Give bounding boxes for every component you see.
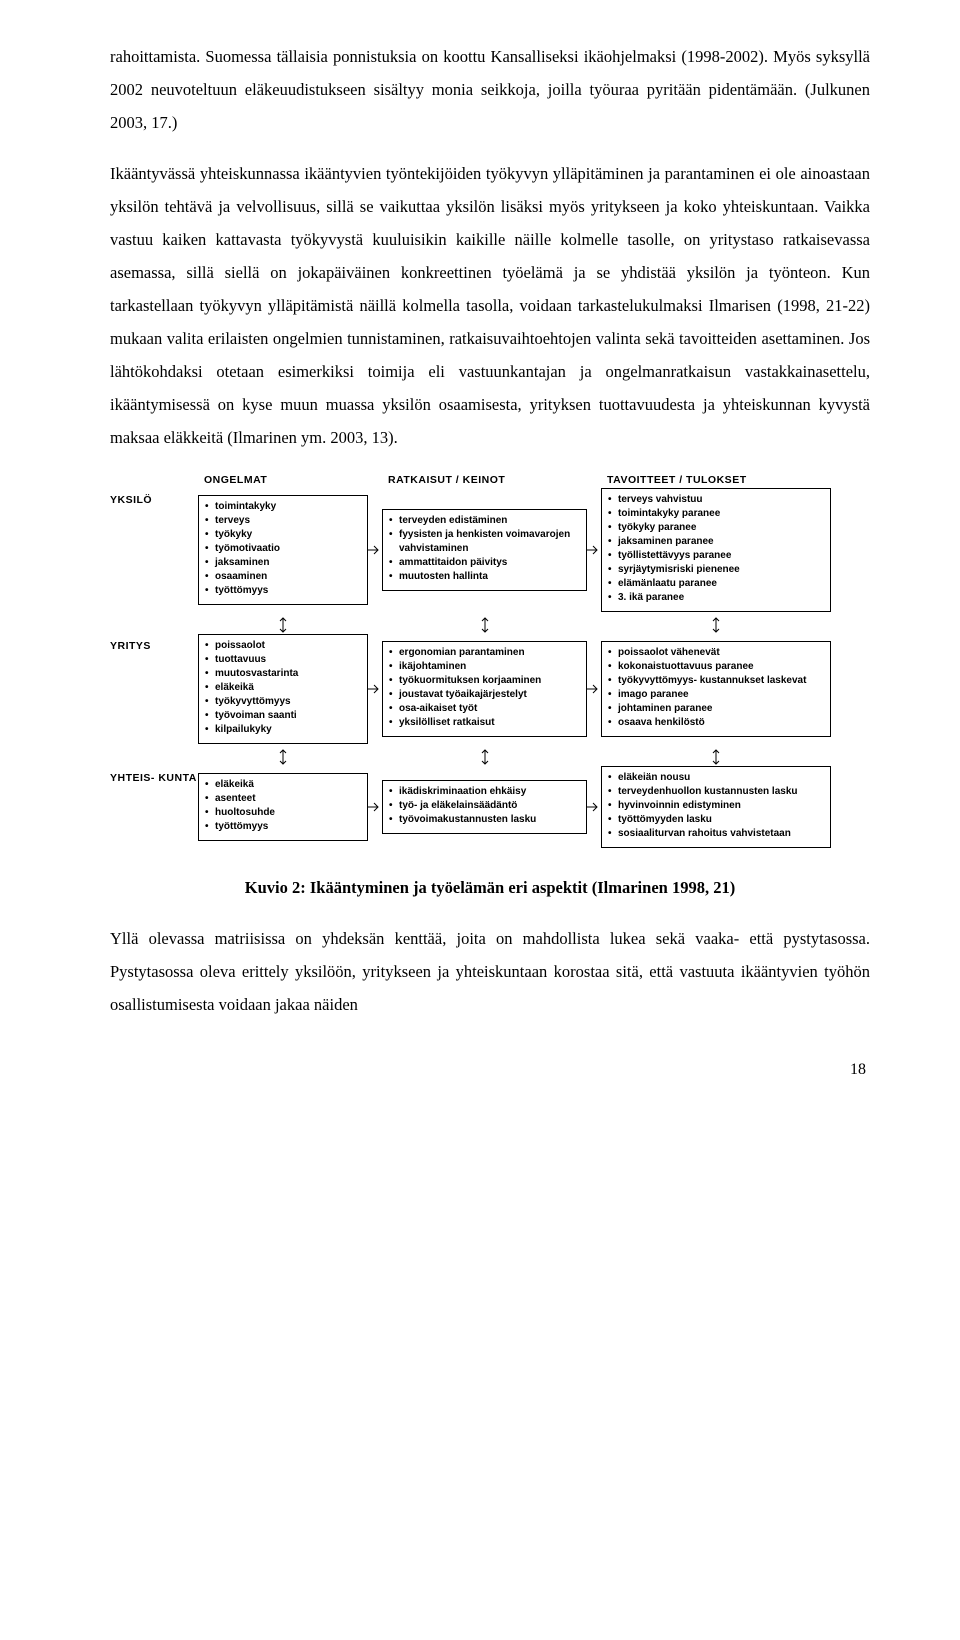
- arrow-right-icon: [587, 679, 601, 699]
- list-item: elämänlaatu paranee: [608, 577, 824, 591]
- vertical-connectors-1: [110, 616, 870, 634]
- arrow-right-icon: [587, 540, 601, 560]
- list-item: yksilölliset ratkaisut: [389, 716, 580, 730]
- page-number: 18: [110, 1061, 870, 1079]
- cell-yritys-ongelmat: poissaolottuottavuusmuutosvastarintaeläk…: [198, 634, 368, 744]
- paragraph-1: rahoittamista. Suomessa tällaisia ponnis…: [110, 40, 870, 139]
- list-item: toimintakyky paranee: [608, 507, 824, 521]
- arrow-right-icon: [587, 797, 601, 817]
- figure-caption: Kuvio 2: Ikääntyminen ja työelämän eri a…: [110, 878, 870, 898]
- matrix-row-yksilo: YKSILÖ toimintakykyterveystyökykytyömoti…: [110, 488, 870, 612]
- list-item: työttömyys: [205, 820, 361, 834]
- list-item: ergonomian parantaminen: [389, 646, 580, 660]
- list-item: sosiaaliturvan rahoitus vahvistetaan: [608, 827, 824, 841]
- cell-yhteiskunta-ratkaisut: ikädiskriminaation ehkäisytyö- ja eläkel…: [382, 780, 587, 834]
- list-item: työkyvyttömyys: [205, 695, 361, 709]
- list-item: terveys: [205, 514, 361, 528]
- list-item: osaava henkilöstö: [608, 716, 824, 730]
- list-item: joustavat työaikajärjestelyt: [389, 688, 580, 702]
- arrow-right-icon: [368, 679, 382, 699]
- cell-yhteiskunta-ongelmat: eläkeikäasenteethuoltosuhdetyöttömyys: [198, 773, 368, 841]
- list-item: kokonaistuottavuus paranee: [608, 660, 824, 674]
- list-item: työllistettävyys paranee: [608, 549, 824, 563]
- row-label-yritys: YRITYS: [110, 634, 198, 652]
- row-label-yhteiskunta: YHTEIS- KUNTA: [110, 766, 198, 784]
- header-ongelmat: ONGELMAT: [198, 474, 368, 486]
- list-item: syrjäytymisriski pienenee: [608, 563, 824, 577]
- vertical-connectors-2: [110, 748, 870, 766]
- list-item: kilpailukyky: [205, 723, 361, 737]
- list-item: poissaolot vähenevät: [608, 646, 824, 660]
- cell-yksilo-tavoitteet: terveys vahvistuutoimintakyky paraneetyö…: [601, 488, 831, 612]
- list-item: ikäjohtaminen: [389, 660, 580, 674]
- cell-yritys-tavoitteet: poissaolot vähenevätkokonaistuottavuus p…: [601, 641, 831, 737]
- list-item: eläkeikä: [205, 778, 361, 792]
- cell-yksilo-ratkaisut: terveyden edistäminenfyysisten ja henkis…: [382, 509, 587, 591]
- matrix-row-yhteiskunta: YHTEIS- KUNTA eläkeikäasenteethuoltosuhd…: [110, 766, 870, 848]
- arrow-updown-icon: [382, 748, 587, 766]
- list-item: työvoiman saanti: [205, 709, 361, 723]
- matrix-row-yritys: YRITYS poissaolottuottavuusmuutosvastari…: [110, 634, 870, 744]
- paragraph-3: Yllä olevassa matriisissa on yhdeksän ke…: [110, 922, 870, 1021]
- arrow-updown-icon: [382, 616, 587, 634]
- list-item: eläkeikä: [205, 681, 361, 695]
- list-item: imago paranee: [608, 688, 824, 702]
- list-item: terveyden edistäminen: [389, 514, 580, 528]
- list-item: työttömyyden lasku: [608, 813, 824, 827]
- list-item: työ- ja eläkelainsäädäntö: [389, 799, 580, 813]
- cell-yritys-ratkaisut: ergonomian parantaminenikäjohtaminentyök…: [382, 641, 587, 737]
- list-item: osa-aikaiset työt: [389, 702, 580, 716]
- matrix-diagram: ONGELMAT RATKAISUT / KEINOT TAVOITTEET /…: [110, 474, 870, 848]
- arrow-updown-icon: [198, 748, 368, 766]
- list-item: ammattitaidon päivitys: [389, 556, 580, 570]
- list-item: osaaminen: [205, 570, 361, 584]
- list-item: työkuormituksen korjaaminen: [389, 674, 580, 688]
- cell-yhteiskunta-tavoitteet: eläkeiän nousuterveydenhuollon kustannus…: [601, 766, 831, 848]
- arrow-right-icon: [368, 797, 382, 817]
- header-ratkaisut: RATKAISUT / KEINOT: [382, 474, 587, 486]
- list-item: jaksaminen paranee: [608, 535, 824, 549]
- arrow-updown-icon: [601, 748, 831, 766]
- list-item: johtaminen paranee: [608, 702, 824, 716]
- list-item: tuottavuus: [205, 653, 361, 667]
- list-item: jaksaminen: [205, 556, 361, 570]
- list-item: asenteet: [205, 792, 361, 806]
- matrix-column-headers: ONGELMAT RATKAISUT / KEINOT TAVOITTEET /…: [110, 474, 870, 488]
- list-item: muutosvastarinta: [205, 667, 361, 681]
- list-item: hyvinvoinnin edistyminen: [608, 799, 824, 813]
- list-item: terveydenhuollon kustannusten lasku: [608, 785, 824, 799]
- list-item: työkyky: [205, 528, 361, 542]
- list-item: terveys vahvistuu: [608, 493, 824, 507]
- list-item: toimintakyky: [205, 500, 361, 514]
- list-item: työvoimakustannusten lasku: [389, 813, 580, 827]
- list-item: työttömyys: [205, 584, 361, 598]
- list-item: 3. ikä paranee: [608, 591, 824, 605]
- list-item: työkyky paranee: [608, 521, 824, 535]
- row-label-yksilo: YKSILÖ: [110, 488, 198, 506]
- arrow-right-icon: [368, 540, 382, 560]
- list-item: fyysisten ja henkisten voimavarojen vahv…: [389, 528, 580, 556]
- arrow-updown-icon: [601, 616, 831, 634]
- list-item: eläkeiän nousu: [608, 771, 824, 785]
- list-item: muutosten hallinta: [389, 570, 580, 584]
- arrow-updown-icon: [198, 616, 368, 634]
- cell-yksilo-ongelmat: toimintakykyterveystyökykytyömotivaatioj…: [198, 495, 368, 605]
- list-item: huoltosuhde: [205, 806, 361, 820]
- paragraph-2: Ikääntyvässä yhteiskunnassa ikääntyvien …: [110, 157, 870, 454]
- list-item: työmotivaatio: [205, 542, 361, 556]
- header-tavoitteet: TAVOITTEET / TULOKSET: [601, 474, 831, 486]
- list-item: työkyvyttömyys- kustannukset laskevat: [608, 674, 824, 688]
- list-item: poissaolot: [205, 639, 361, 653]
- list-item: ikädiskriminaation ehkäisy: [389, 785, 580, 799]
